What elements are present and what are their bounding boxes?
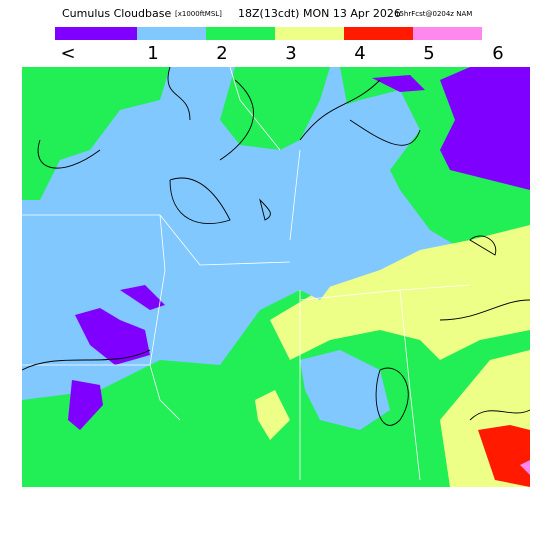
state-border (22, 67, 471, 481)
region-red (478, 425, 530, 487)
legend-label: 4 (354, 43, 365, 64)
legend-label: 1 (147, 43, 158, 64)
region-purple (372, 75, 425, 92)
contour-line (22, 67, 530, 426)
region-purple (68, 380, 103, 430)
legend-swatch (137, 27, 206, 40)
legend-label: 5 (423, 43, 434, 64)
region-purple (440, 67, 530, 190)
legend-label: 3 (285, 43, 296, 64)
legend-swatch (275, 27, 344, 40)
legend-label: 2 (216, 43, 227, 64)
region-purple (75, 308, 150, 365)
map (22, 67, 530, 487)
legend-label: 6 (492, 43, 503, 64)
valid-time: 18Z(13cdt) MON 13 Apr 2026 (238, 7, 401, 20)
title: Cumulus Cloudbase (62, 7, 171, 20)
lake (290, 90, 420, 300)
region-pink (520, 460, 530, 475)
legend-swatch (344, 27, 413, 40)
units: [x1000ftMSL] (175, 10, 222, 18)
region-blue (300, 350, 390, 430)
legend: <1 2 3 4 5 6 (55, 27, 504, 64)
legend-swatch (413, 27, 482, 40)
legend-label: < (60, 43, 75, 64)
legend-swatch (55, 27, 137, 40)
region-green (220, 67, 330, 150)
region-green (22, 67, 170, 200)
legend-swatch (206, 27, 275, 40)
region-yellow (255, 390, 290, 440)
region-purple (120, 285, 165, 310)
forecast: 15hrFcst@0204z NAM (395, 10, 472, 18)
